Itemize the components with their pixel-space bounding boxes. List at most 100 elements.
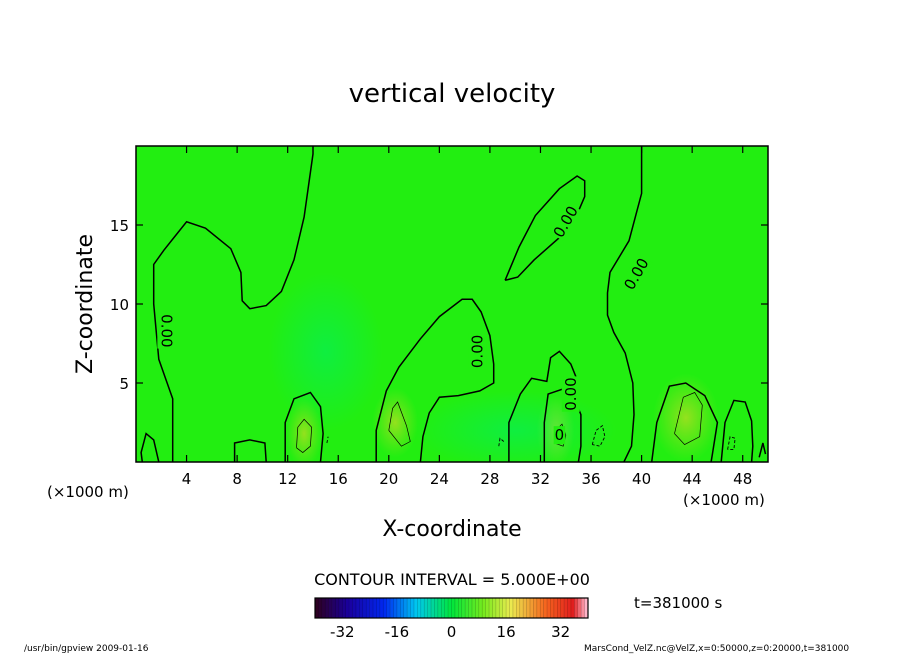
plot-area: 0.000.000.000.000.000 xyxy=(136,146,768,462)
x-tick-label: 48 xyxy=(733,470,752,488)
colorbar-cell xyxy=(355,598,360,618)
colorbar-cell xyxy=(441,598,445,618)
colorbar-tick-label: 32 xyxy=(551,623,570,641)
colorbar-cell xyxy=(342,598,347,618)
contour-line-inner xyxy=(388,401,411,447)
colorbar-cell xyxy=(315,598,319,618)
colorbar-cell xyxy=(352,598,357,618)
colorbar-cell xyxy=(359,598,364,618)
colorbar-cell xyxy=(574,598,579,618)
contour-line xyxy=(720,399,754,462)
contour-label-background xyxy=(157,313,176,349)
colorbar-tick-label: -16 xyxy=(385,623,410,641)
colorbar-cell xyxy=(584,598,589,618)
x-tick-label: 8 xyxy=(232,470,242,488)
footer-right: MarsCond_VelZ.nc@VelZ,x=0:50000,z=0:2000… xyxy=(584,644,849,654)
colorbar-cell xyxy=(403,598,408,618)
colorbar-cell xyxy=(383,598,387,618)
y-tick-label: 10 xyxy=(110,296,129,314)
colorbar-cell xyxy=(373,598,377,618)
shading-blob xyxy=(286,398,322,462)
colorbar-cell xyxy=(349,598,353,618)
colorbar-cell xyxy=(448,598,452,618)
x-axis-label: X-coordinate xyxy=(382,517,521,542)
colorbar-cell xyxy=(321,598,326,618)
contour-label-background xyxy=(468,333,487,370)
colorbar-cell xyxy=(413,598,418,618)
contour-lines xyxy=(140,146,767,462)
colorbar-cell xyxy=(332,598,336,618)
x-tick-label: 12 xyxy=(278,470,297,488)
x-tick-label: 16 xyxy=(329,470,348,488)
colorbar-frame xyxy=(314,597,589,619)
colorbar-cell xyxy=(400,598,405,618)
x-tick-label: 40 xyxy=(632,470,651,488)
time-label: t=381000 s xyxy=(634,594,722,612)
colorbar-cell xyxy=(567,598,572,618)
colorbar-cell xyxy=(540,598,544,618)
x-unit-right: (×1000 m) xyxy=(683,491,765,509)
x-tick-label: 20 xyxy=(379,470,398,488)
x-unit-left: (×1000 m) xyxy=(47,483,129,501)
colorbar-cell xyxy=(495,598,500,618)
colorbar-cell xyxy=(407,598,411,618)
colorbar-cell xyxy=(553,598,558,618)
field-shading xyxy=(268,272,719,462)
colorbar-cell xyxy=(577,598,582,618)
colorbar-cell xyxy=(478,598,483,618)
colorbar-cell xyxy=(454,598,459,618)
colorbar-cell xyxy=(581,598,585,618)
colorbar-cell xyxy=(379,598,384,618)
contour-line-negative xyxy=(498,437,505,447)
contour-line xyxy=(233,439,267,462)
colorbar-cell xyxy=(557,598,561,618)
x-axis-ticks: 4 8 12 16 20 24 28 32 36 40 44 48 xyxy=(182,146,752,488)
colorbar-cell xyxy=(427,598,432,618)
colorbar-cell xyxy=(465,598,469,618)
y-axis-ticks: 5 10 15 xyxy=(110,217,768,393)
x-tick-label: 28 xyxy=(480,470,499,488)
colorbar-cell xyxy=(410,598,415,618)
colorbar-cell xyxy=(489,598,493,618)
colorbar xyxy=(314,598,589,618)
contour-label: 0.00 xyxy=(157,314,175,347)
colorbar-tick-label: 16 xyxy=(497,623,516,641)
contour-line xyxy=(650,382,719,462)
colorbar-cell xyxy=(492,598,497,618)
colorbar-tick-label: -32 xyxy=(330,623,355,641)
shading-blob xyxy=(372,387,418,458)
colorbar-cell xyxy=(516,598,521,618)
colorbar-cell xyxy=(335,598,340,618)
x-tick-label: 36 xyxy=(581,470,600,488)
colorbar-cell xyxy=(550,598,555,618)
contour-line-inner xyxy=(674,392,703,446)
colorbar-cell xyxy=(499,598,503,618)
colorbar-cell xyxy=(543,598,548,618)
x-tick-label: 32 xyxy=(531,470,550,488)
colorbar-cell xyxy=(366,598,370,618)
colorbar-cell xyxy=(369,598,374,618)
x-tick-label: 24 xyxy=(430,470,449,488)
colorbar-cell xyxy=(328,598,333,618)
colorbar-cell xyxy=(547,598,551,618)
colorbar-cell xyxy=(338,598,343,618)
colorbar-cell xyxy=(396,598,401,618)
contour-line xyxy=(140,432,160,462)
contour-line xyxy=(375,298,495,462)
colorbar-cell xyxy=(318,598,323,618)
contour-label-background xyxy=(619,254,654,294)
contour-line-negative xyxy=(727,436,736,450)
colorbar-cell xyxy=(444,598,449,618)
colorbar-cell xyxy=(482,598,486,618)
y-tick-label: 5 xyxy=(119,375,129,393)
contour-label: 0.00 xyxy=(468,335,486,368)
colorbar-cell xyxy=(393,598,398,618)
contour-line-inner xyxy=(296,418,313,453)
colorbar-cell xyxy=(564,598,568,618)
colorbar-cell xyxy=(376,598,381,618)
colorbar-cell xyxy=(570,598,575,618)
colorbar-cell xyxy=(417,598,422,618)
colorbar-cell xyxy=(536,598,541,618)
colorbar-cell xyxy=(512,598,517,618)
colorbar-cell xyxy=(451,598,456,618)
